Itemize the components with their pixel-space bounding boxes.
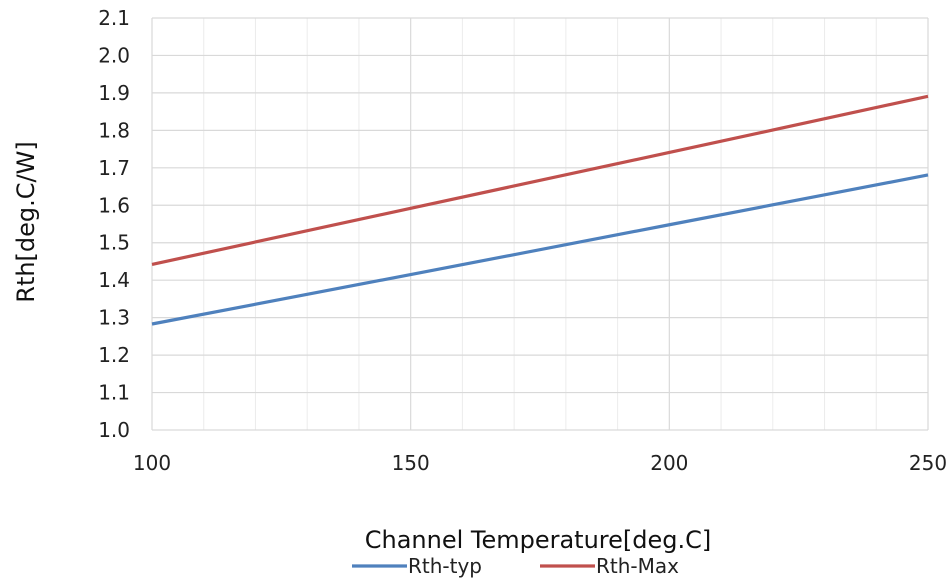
x-tick-label: 100: [133, 451, 171, 475]
y-tick-label: 2.1: [98, 6, 130, 30]
x-axis-ticks: 100 150 200 250: [133, 451, 947, 475]
legend-label-rth-max: Rth-Max: [596, 554, 679, 578]
x-tick-label: 150: [392, 451, 430, 475]
y-tick-label: 1.9: [98, 81, 130, 105]
y-tick-label: 1.0: [98, 418, 130, 442]
y-axis-ticks: 1.0 1.1 1.2 1.3 1.4 1.5 1.6 1.7 1.8 1.9 2.0 2.1: [98, 6, 130, 442]
x-tick-label: 200: [650, 451, 688, 475]
y-tick-label: 1.7: [98, 156, 130, 180]
y-tick-label: 1.4: [98, 268, 130, 292]
major-gridlines: [151, 17, 929, 431]
y-tick-label: 1.5: [98, 231, 130, 255]
y-tick-label: 1.8: [98, 118, 130, 142]
series-line-rth-typ: [151, 173, 929, 326]
y-tick-label: 1.2: [98, 343, 130, 367]
y-axis-title: Rth[deg.C/W]: [12, 141, 40, 302]
series-lines: [151, 94, 929, 326]
legend: Rth-typ Rth-Max: [352, 554, 679, 578]
minor-gridlines: [203, 18, 877, 430]
y-tick-label: 1.3: [98, 306, 130, 330]
x-tick-label: 250: [909, 451, 947, 475]
series-line-rth-max: [151, 94, 929, 267]
x-axis-title: Channel Temperature[deg.C]: [365, 526, 712, 554]
y-tick-label: 1.1: [98, 381, 130, 405]
y-tick-label: 1.6: [98, 193, 130, 217]
legend-label-rth-typ: Rth-typ: [408, 554, 482, 578]
y-tick-label: 2.0: [98, 43, 130, 67]
